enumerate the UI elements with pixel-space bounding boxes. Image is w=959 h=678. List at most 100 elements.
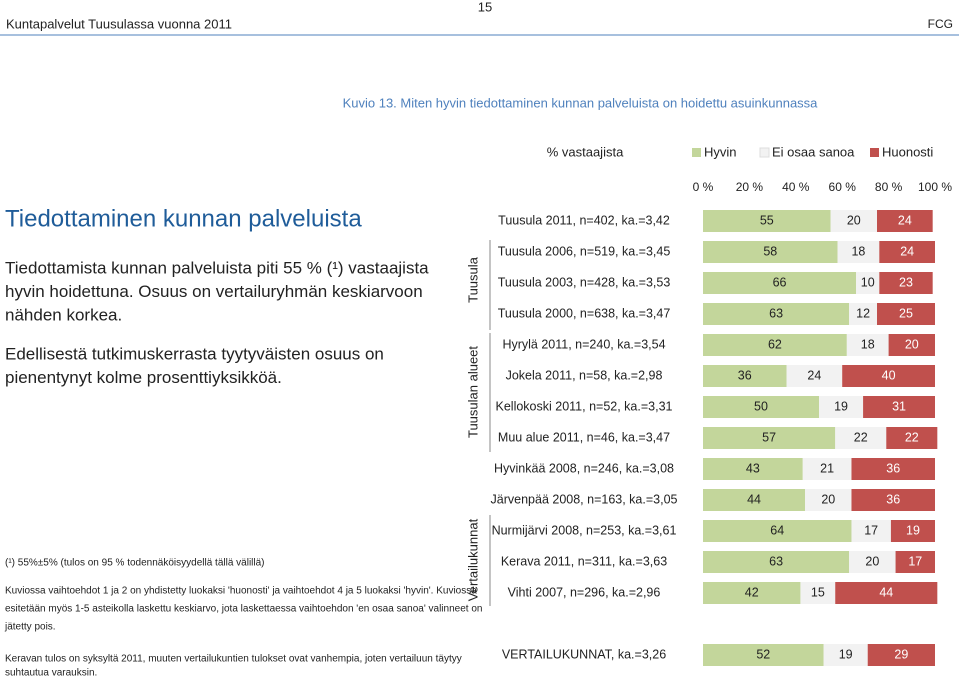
category-label: VERTAILUKUNNAT, ka.=3,26 — [502, 647, 666, 661]
footnote-line: Kuviossa vaihtoehdot 1 ja 2 on yhdistett… — [5, 586, 477, 597]
data-label: 18 — [851, 244, 865, 258]
bar-segment — [888, 334, 935, 356]
bar-segment — [886, 427, 938, 449]
bar-segment — [802, 458, 852, 480]
bar-segment — [703, 551, 850, 573]
data-label: 25 — [899, 306, 913, 320]
bar-segment — [703, 582, 801, 604]
chart-title: Kuvio 13. Miten hyvin tiedottaminen kunn… — [343, 95, 819, 110]
data-label: 24 — [807, 368, 821, 382]
bar-segment — [786, 365, 843, 387]
legend-swatch — [759, 147, 770, 158]
category-label: Jokela 2011, n=58, ka.=2,98 — [506, 368, 663, 382]
data-label: 58 — [763, 244, 777, 258]
data-label: 43 — [746, 461, 760, 475]
bar-segment — [703, 520, 852, 542]
data-label: 36 — [886, 492, 900, 506]
data-label: 17 — [908, 554, 922, 568]
data-label: 18 — [861, 337, 875, 351]
legend-swatch — [692, 148, 701, 157]
bar-segment — [846, 334, 889, 356]
legend-label: Hyvin — [704, 144, 737, 159]
data-label: 21 — [820, 461, 834, 475]
bar-segment — [877, 303, 935, 325]
category-label: Kellokoski 2011, n=52, ka.=3,31 — [496, 399, 673, 413]
paragraph-line: Tiedottamista kunnan palveluista piti 55… — [5, 258, 429, 277]
category-label: Nurmijärvi 2008, n=253, ka.=3,61 — [492, 523, 677, 537]
bar-segment — [703, 427, 836, 449]
data-label: 19 — [839, 647, 853, 661]
category-label: Hyrylä 2011, n=240, ka.=3,54 — [502, 337, 665, 351]
data-label: 62 — [768, 337, 782, 351]
group-label: Vertailukunnat — [465, 518, 480, 601]
bar-segment — [835, 427, 887, 449]
bar-segment — [703, 396, 819, 418]
bar-segment — [895, 551, 935, 573]
data-label: 29 — [894, 647, 908, 661]
bar-segment — [823, 644, 868, 666]
x-tick-label: 20 % — [736, 180, 764, 194]
data-label: 20 — [865, 554, 879, 568]
bar-segment — [863, 396, 935, 418]
bar-segment — [805, 489, 852, 511]
x-axis-label: % vastaajista — [547, 144, 624, 159]
bar-segment — [877, 210, 933, 232]
footnote-line: suhtautua varauksin. — [5, 668, 97, 678]
page-number: 15 — [478, 0, 492, 14]
data-label: 50 — [754, 399, 768, 413]
category-label: Järvenpää 2008, n=163, ka.=3,05 — [491, 492, 678, 506]
x-tick-label: 0 % — [693, 180, 714, 194]
bar-segment — [703, 210, 831, 232]
bar-segment — [849, 551, 896, 573]
data-label: 19 — [834, 399, 848, 413]
data-label: 40 — [882, 368, 896, 382]
data-label: 19 — [906, 523, 920, 537]
bar-segment — [856, 272, 880, 294]
bar-segment — [703, 334, 847, 356]
bar-segment — [851, 458, 935, 480]
x-tick-label: 100 % — [918, 180, 952, 194]
footnote-line: Keravan tulos on syksyltä 2011, muuten v… — [5, 654, 462, 665]
bar-segment — [703, 365, 787, 387]
legend-label: Huonosti — [882, 144, 933, 159]
data-label: 20 — [905, 337, 919, 351]
data-label: 57 — [762, 430, 776, 444]
data-label: 66 — [773, 275, 787, 289]
bar-segment — [851, 489, 935, 511]
bar-segment — [703, 644, 824, 666]
bar-segment — [800, 582, 836, 604]
bar-segment — [819, 396, 864, 418]
paragraph-line: Edellisestä tutkimuskerrasta tyytyväiste… — [5, 344, 384, 363]
data-label: 64 — [770, 523, 784, 537]
bar-segment — [703, 489, 806, 511]
bar-segment — [890, 520, 935, 542]
paragraph-line: hyvin hoidettuna. Osuus on vertailuryhmä… — [5, 282, 423, 301]
data-label: 20 — [821, 492, 835, 506]
data-label: 52 — [756, 647, 770, 661]
bar-segment — [703, 303, 850, 325]
header-org: FCG — [928, 17, 953, 31]
x-tick-label: 80 % — [875, 180, 903, 194]
data-label: 63 — [769, 554, 783, 568]
category-label: Kerava 2011, n=311, ka.=3,63 — [501, 554, 667, 568]
group-label: Tuusula — [465, 256, 480, 303]
bar-segment — [849, 303, 877, 325]
footnote-line: esitetään myös 1-5 asteikolla laskettu k… — [5, 604, 482, 615]
data-label: 44 — [879, 585, 893, 599]
category-label: Vihti 2007, n=296, ka.=2,96 — [508, 585, 661, 599]
category-label: Tuusula 2006, n=519, ka.=3,45 — [498, 244, 671, 258]
data-label: 44 — [747, 492, 761, 506]
x-tick-label: 60 % — [829, 180, 857, 194]
bar-segment — [837, 241, 880, 263]
legend-label: Ei osaa sanoa — [772, 144, 855, 159]
header-title: Kuntapalvelut Tuusulassa vuonna 2011 — [6, 16, 232, 31]
category-label: Tuusula 2011, n=402, ka.=3,42 — [498, 213, 670, 227]
data-label: 22 — [905, 430, 919, 444]
data-label: 36 — [738, 368, 752, 382]
bar-segment — [842, 365, 935, 387]
bar-segment — [703, 458, 803, 480]
bar-segment — [851, 520, 891, 542]
data-label: 42 — [745, 585, 759, 599]
